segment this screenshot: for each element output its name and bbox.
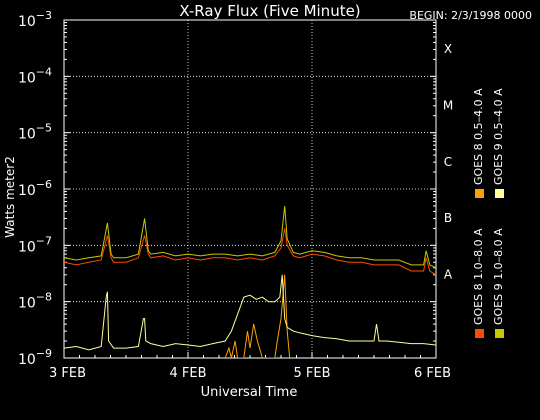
legend-swatch: [494, 189, 504, 198]
legend-goes9-long: GOES 9 1.0–8.0 A: [492, 228, 505, 338]
x-axis-label: Universal Time: [200, 385, 298, 400]
begin-date: BEGIN: 2/3/1998 0000: [409, 9, 532, 22]
series-line-0: [64, 228, 436, 276]
legend-goes8-short: GOES 8 0.5–4.0 A: [472, 88, 485, 198]
y-tick-label: 10−4: [18, 65, 52, 86]
series-line-2: [64, 205, 436, 269]
y-tick-label: 10−9: [18, 347, 52, 368]
legend-label: GOES 9 1.0–8.0 A: [492, 228, 505, 325]
legend-goes8-long: GOES 8 1.0–8.0 A: [472, 228, 485, 338]
legend-label: GOES 8 0.5–4.0 A: [472, 88, 485, 185]
flare-class-label: X: [444, 42, 452, 56]
flare-class-label: M: [443, 99, 453, 113]
y-tick-label: 10−5: [18, 122, 52, 143]
chart-title: X-Ray Flux (Five Minute): [179, 2, 361, 20]
y-tick-label: 10−8: [18, 291, 52, 312]
legend-label: GOES 9 0.5–4.0 A: [492, 88, 505, 185]
legend-swatch: [474, 189, 484, 198]
y-axis-label: Watts meter2: [3, 156, 17, 238]
series-line-1: [224, 274, 291, 358]
y-tick-label: 10−6: [18, 178, 52, 199]
legend-swatch: [494, 329, 504, 338]
x-tick-label: 3 FEB: [49, 366, 86, 381]
flare-class-label: B: [444, 211, 452, 225]
legend-label: GOES 8 1.0–8.0 A: [472, 228, 485, 325]
flare-class-label: A: [444, 268, 453, 282]
x-tick-label: 6 FEB: [414, 366, 451, 381]
flare-class-label: C: [444, 155, 452, 169]
legend-goes9-short: GOES 9 0.5–4.0 A: [492, 88, 505, 198]
x-tick-label: 4 FEB: [169, 366, 206, 381]
series-line-3: [64, 274, 436, 351]
y-tick-label: 10−3: [18, 9, 52, 30]
x-tick-label: 5 FEB: [293, 366, 330, 381]
y-tick-label: 10−7: [18, 234, 52, 255]
legend-swatch: [474, 329, 484, 338]
